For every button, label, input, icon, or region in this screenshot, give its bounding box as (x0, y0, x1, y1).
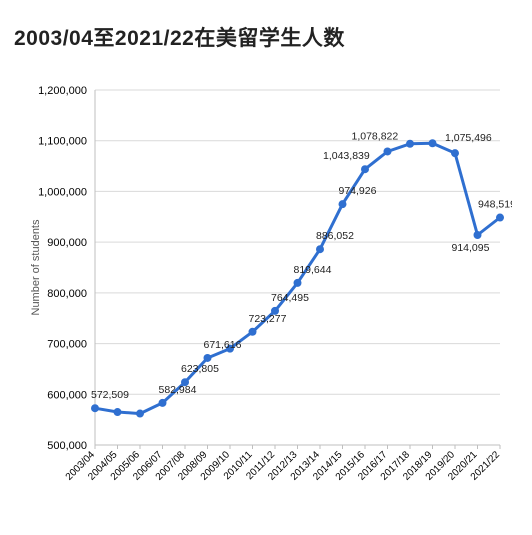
chart-svg: 500,000 600,000 700,000 800,000 900,000 1,000… (20, 70, 512, 530)
svg-text:764,495: 764,495 (271, 292, 309, 304)
svg-text:600,000: 600,000 (47, 389, 87, 401)
svg-text:1,100,000: 1,100,000 (38, 136, 87, 148)
page-title: 2003/04至2021/22在美留学生人数 (0, 14, 532, 56)
svg-text:900,000: 900,000 (47, 237, 87, 249)
line-chart: 500,000 600,000 700,000 800,000 900,000 1,000… (20, 70, 512, 530)
svg-text:723,277: 723,277 (249, 313, 287, 325)
svg-text:886,052: 886,052 (316, 230, 354, 242)
svg-text:671,616: 671,616 (204, 339, 242, 351)
svg-text:582,984: 582,984 (159, 384, 197, 396)
svg-text:1,078,822: 1,078,822 (352, 131, 399, 143)
svg-text:572,509: 572,509 (91, 389, 129, 401)
svg-text:914,095: 914,095 (452, 242, 490, 254)
svg-text:700,000: 700,000 (47, 339, 87, 351)
svg-text:948,519: 948,519 (478, 199, 512, 211)
svg-text:1,000,000: 1,000,000 (38, 187, 87, 199)
svg-text:500,000: 500,000 (47, 440, 87, 452)
svg-text:974,926: 974,926 (339, 185, 377, 197)
svg-text:800,000: 800,000 (47, 288, 87, 300)
svg-text:Number of students: Number of students (30, 219, 42, 315)
svg-text:819,644: 819,644 (294, 264, 332, 276)
svg-text:1,043,839: 1,043,839 (323, 150, 370, 162)
svg-text:1,200,000: 1,200,000 (38, 85, 87, 97)
svg-text:623,805: 623,805 (181, 363, 219, 375)
svg-text:1,075,496: 1,075,496 (445, 132, 492, 144)
